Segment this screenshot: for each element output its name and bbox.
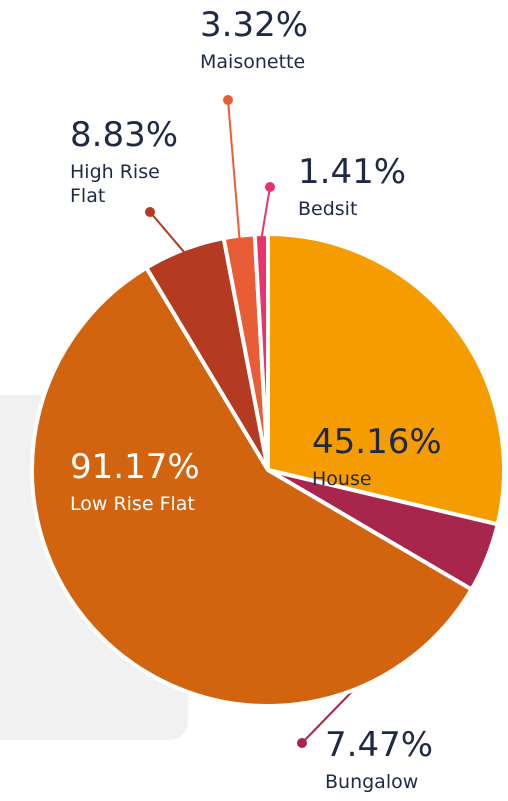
leader-line — [260, 186, 271, 239]
slice-label: 7.47% Bungalow — [325, 725, 434, 794]
value-label: 91.17% — [70, 447, 200, 487]
leader-dot — [297, 738, 307, 748]
value-label: 1.41% — [298, 152, 407, 192]
category-label: Low Rise Flat — [70, 492, 195, 515]
leader-line — [149, 211, 186, 254]
pie-slice — [266, 231, 506, 527]
category-label: House — [312, 467, 372, 490]
slice-label: 45.16% House — [312, 422, 442, 491]
category-label: Maisonette — [200, 50, 306, 73]
slice-label: 3.32% Maisonette — [200, 5, 309, 74]
leader-line — [227, 99, 241, 240]
leader-dot — [145, 207, 155, 217]
category-label: Bungalow — [325, 770, 419, 793]
value-label: 8.83% — [70, 115, 179, 155]
slice-label: 91.17% Low Rise Flat — [70, 447, 200, 516]
category-label: High Rise Flat — [70, 160, 160, 208]
value-label: 7.47% — [325, 725, 434, 765]
value-label: 3.32% — [200, 5, 309, 45]
leader-dot — [223, 95, 233, 105]
leader-dot — [265, 182, 275, 192]
slice-label: 1.41% Bedsit — [298, 152, 407, 221]
category-label: Bedsit — [298, 197, 358, 220]
value-label: 45.16% — [312, 422, 442, 462]
pie-slice — [30, 265, 475, 708]
slice-label: 8.83% High Rise Flat — [70, 115, 200, 209]
